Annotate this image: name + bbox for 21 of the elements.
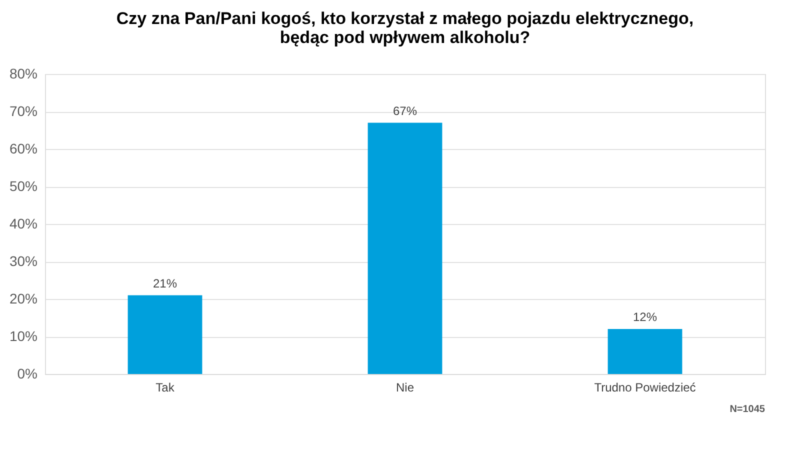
x-tick-label: Nie [396, 380, 414, 394]
text: Czy zna Pan/Pani kogoś, kto korzystał z małego pojazdu elektrycznego, [116, 9, 694, 28]
y-tick-label: 40% [9, 216, 38, 232]
data-label: 21% [152, 276, 178, 290]
data-label: 67% [392, 104, 418, 118]
bar [368, 122, 442, 374]
y-tick-label: 50% [9, 178, 38, 194]
x-tick-label: Trudno Powiedzieć [594, 380, 696, 394]
data-label: 12% [632, 310, 658, 324]
x-tick-label: Tak [156, 380, 176, 394]
y-tick-label: 60% [9, 140, 38, 156]
text: będąc pod wpływem alkoholu? [280, 28, 530, 47]
y-tick-label: 0% [17, 366, 38, 382]
y-tick-label: 20% [9, 290, 38, 306]
y-tick-label: 70% [9, 103, 38, 119]
bar [608, 329, 682, 374]
text: N=1045 [730, 404, 766, 415]
bar [128, 295, 202, 374]
y-tick-label: 30% [9, 253, 38, 269]
y-tick-label: 80% [9, 66, 38, 82]
y-tick-label: 10% [9, 328, 38, 344]
